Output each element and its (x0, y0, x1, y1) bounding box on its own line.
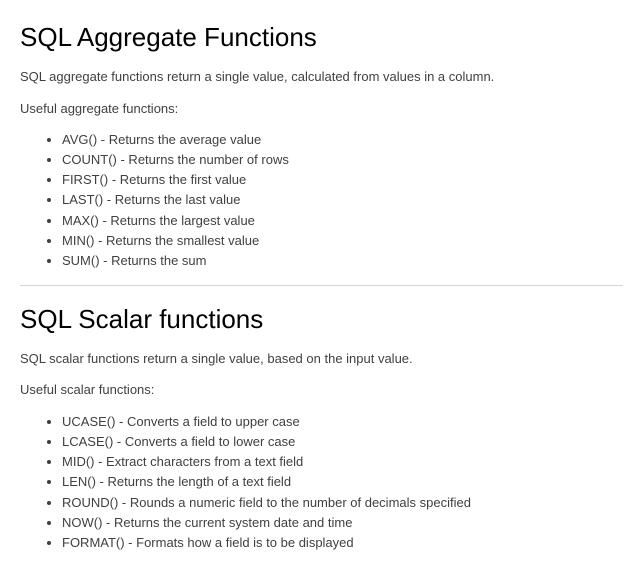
list-item: ROUND() - Rounds a numeric field to the … (62, 493, 623, 513)
list-item: FIRST() - Returns the first value (62, 170, 623, 190)
list-item: LEN() - Returns the length of a text fie… (62, 472, 623, 492)
list-item: NOW() - Returns the current system date … (62, 513, 623, 533)
section-divider (20, 285, 623, 286)
list-item: COUNT() - Returns the number of rows (62, 150, 623, 170)
list-item: LCASE() - Converts a field to lower case (62, 432, 623, 452)
aggregate-intro: SQL aggregate functions return a single … (20, 67, 623, 87)
list-item: MIN() - Returns the smallest value (62, 231, 623, 251)
scalar-list: UCASE() - Converts a field to upper case… (62, 412, 623, 553)
scalar-heading: SQL Scalar functions (20, 300, 623, 339)
list-item: SUM() - Returns the sum (62, 251, 623, 271)
list-item: UCASE() - Converts a field to upper case (62, 412, 623, 432)
scalar-intro: SQL scalar functions return a single val… (20, 349, 623, 369)
list-item: MAX() - Returns the largest value (62, 211, 623, 231)
aggregate-list: AVG() - Returns the average value COUNT(… (62, 130, 623, 271)
aggregate-heading: SQL Aggregate Functions (20, 18, 623, 57)
scalar-subintro: Useful scalar functions: (20, 380, 623, 400)
list-item: MID() - Extract characters from a text f… (62, 452, 623, 472)
scalar-section: SQL Scalar functions SQL scalar function… (20, 300, 623, 553)
list-item: LAST() - Returns the last value (62, 190, 623, 210)
list-item: FORMAT() - Formats how a field is to be … (62, 533, 623, 553)
aggregate-section: SQL Aggregate Functions SQL aggregate fu… (20, 18, 623, 271)
list-item: AVG() - Returns the average value (62, 130, 623, 150)
aggregate-subintro: Useful aggregate functions: (20, 99, 623, 119)
